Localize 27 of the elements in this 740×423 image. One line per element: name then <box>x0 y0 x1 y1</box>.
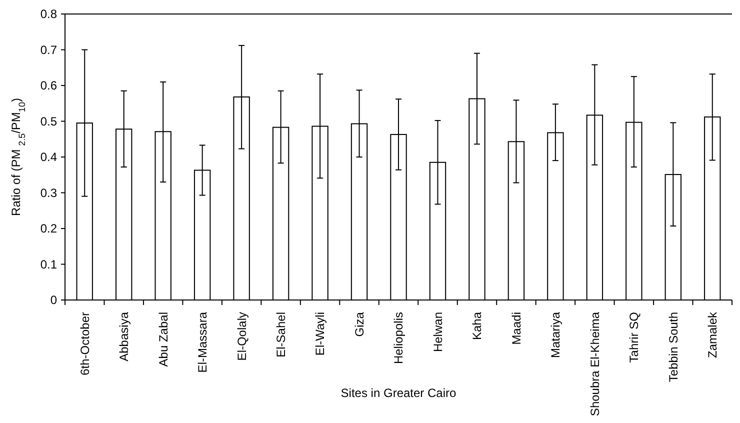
x-tick-label: Tahrir SQ <box>627 312 642 363</box>
x-tick-label: Tebbin South <box>666 312 680 382</box>
y-tick-label: 0.2 <box>40 222 58 236</box>
y-tick-label: 0.1 <box>40 257 58 272</box>
x-tick-label: Abu Zabal <box>156 312 170 367</box>
x-axis-title: Sites in Greater Cairo <box>340 386 457 400</box>
x-tick-label: El-Massara <box>196 312 210 373</box>
x-tick-label: Helwan <box>430 312 445 352</box>
x-tick-label: Giza <box>352 312 366 337</box>
y-tick-label: 0.5 <box>40 114 58 128</box>
x-tick-label: 6th-October <box>78 312 92 376</box>
y-tick-label: 0.6 <box>40 78 58 93</box>
x-tick-label: El-Sahel <box>274 312 288 358</box>
x-tick-label: Abbasiya <box>117 312 132 362</box>
x-tick-label: El-Wayli <box>313 312 328 356</box>
y-tick-label: 0.4 <box>40 150 58 164</box>
x-tick-label: Heliopolis <box>392 312 406 364</box>
x-tick-label: Shoubra El-Kheima <box>588 312 602 416</box>
y-tick-label: 0 <box>50 293 58 308</box>
x-tick-label: Matariya <box>548 312 563 358</box>
y-tick-label: 0.7 <box>40 42 58 57</box>
x-tick-label: Zamalek <box>706 311 720 358</box>
x-tick-label: Maadi <box>509 312 524 345</box>
y-tick-label: 0.8 <box>40 7 58 22</box>
x-tick-label: Kaha <box>470 312 484 340</box>
y-tick-label: 0.3 <box>40 186 58 200</box>
x-tick-label: El-Qolaly <box>234 312 249 361</box>
